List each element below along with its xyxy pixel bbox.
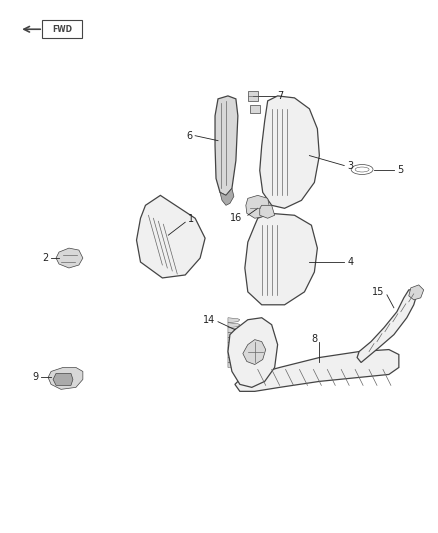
Polygon shape — [250, 105, 260, 113]
Text: 3: 3 — [347, 160, 353, 171]
Ellipse shape — [355, 167, 369, 172]
Polygon shape — [228, 318, 278, 387]
Polygon shape — [357, 290, 417, 362]
Polygon shape — [243, 340, 266, 365]
FancyBboxPatch shape — [42, 20, 82, 38]
Polygon shape — [53, 374, 73, 385]
Text: 15: 15 — [371, 287, 384, 297]
Polygon shape — [220, 188, 234, 205]
Text: 4: 4 — [347, 257, 353, 267]
Text: FWD: FWD — [52, 25, 72, 34]
Text: 5: 5 — [397, 165, 403, 174]
Polygon shape — [248, 91, 258, 101]
Polygon shape — [235, 350, 399, 391]
Text: 7: 7 — [278, 91, 284, 101]
Polygon shape — [228, 333, 240, 337]
Polygon shape — [228, 318, 240, 322]
Ellipse shape — [351, 165, 373, 174]
Text: 8: 8 — [311, 334, 318, 344]
Text: 1: 1 — [188, 214, 194, 224]
Text: 9: 9 — [32, 373, 38, 382]
Polygon shape — [56, 248, 83, 268]
Polygon shape — [228, 337, 240, 343]
Polygon shape — [260, 96, 319, 208]
Polygon shape — [228, 352, 240, 358]
Polygon shape — [228, 322, 240, 328]
Polygon shape — [137, 196, 205, 278]
Polygon shape — [48, 367, 83, 389]
Polygon shape — [260, 205, 275, 218]
Polygon shape — [228, 358, 240, 362]
Polygon shape — [228, 328, 240, 333]
Text: 6: 6 — [186, 131, 192, 141]
Polygon shape — [215, 96, 238, 196]
Text: 2: 2 — [42, 253, 48, 263]
Polygon shape — [246, 196, 270, 218]
Polygon shape — [228, 348, 240, 352]
Polygon shape — [245, 213, 318, 305]
Polygon shape — [228, 343, 240, 348]
Polygon shape — [228, 362, 240, 367]
Text: 16: 16 — [230, 213, 242, 223]
Text: 14: 14 — [203, 314, 215, 325]
Polygon shape — [409, 285, 424, 300]
